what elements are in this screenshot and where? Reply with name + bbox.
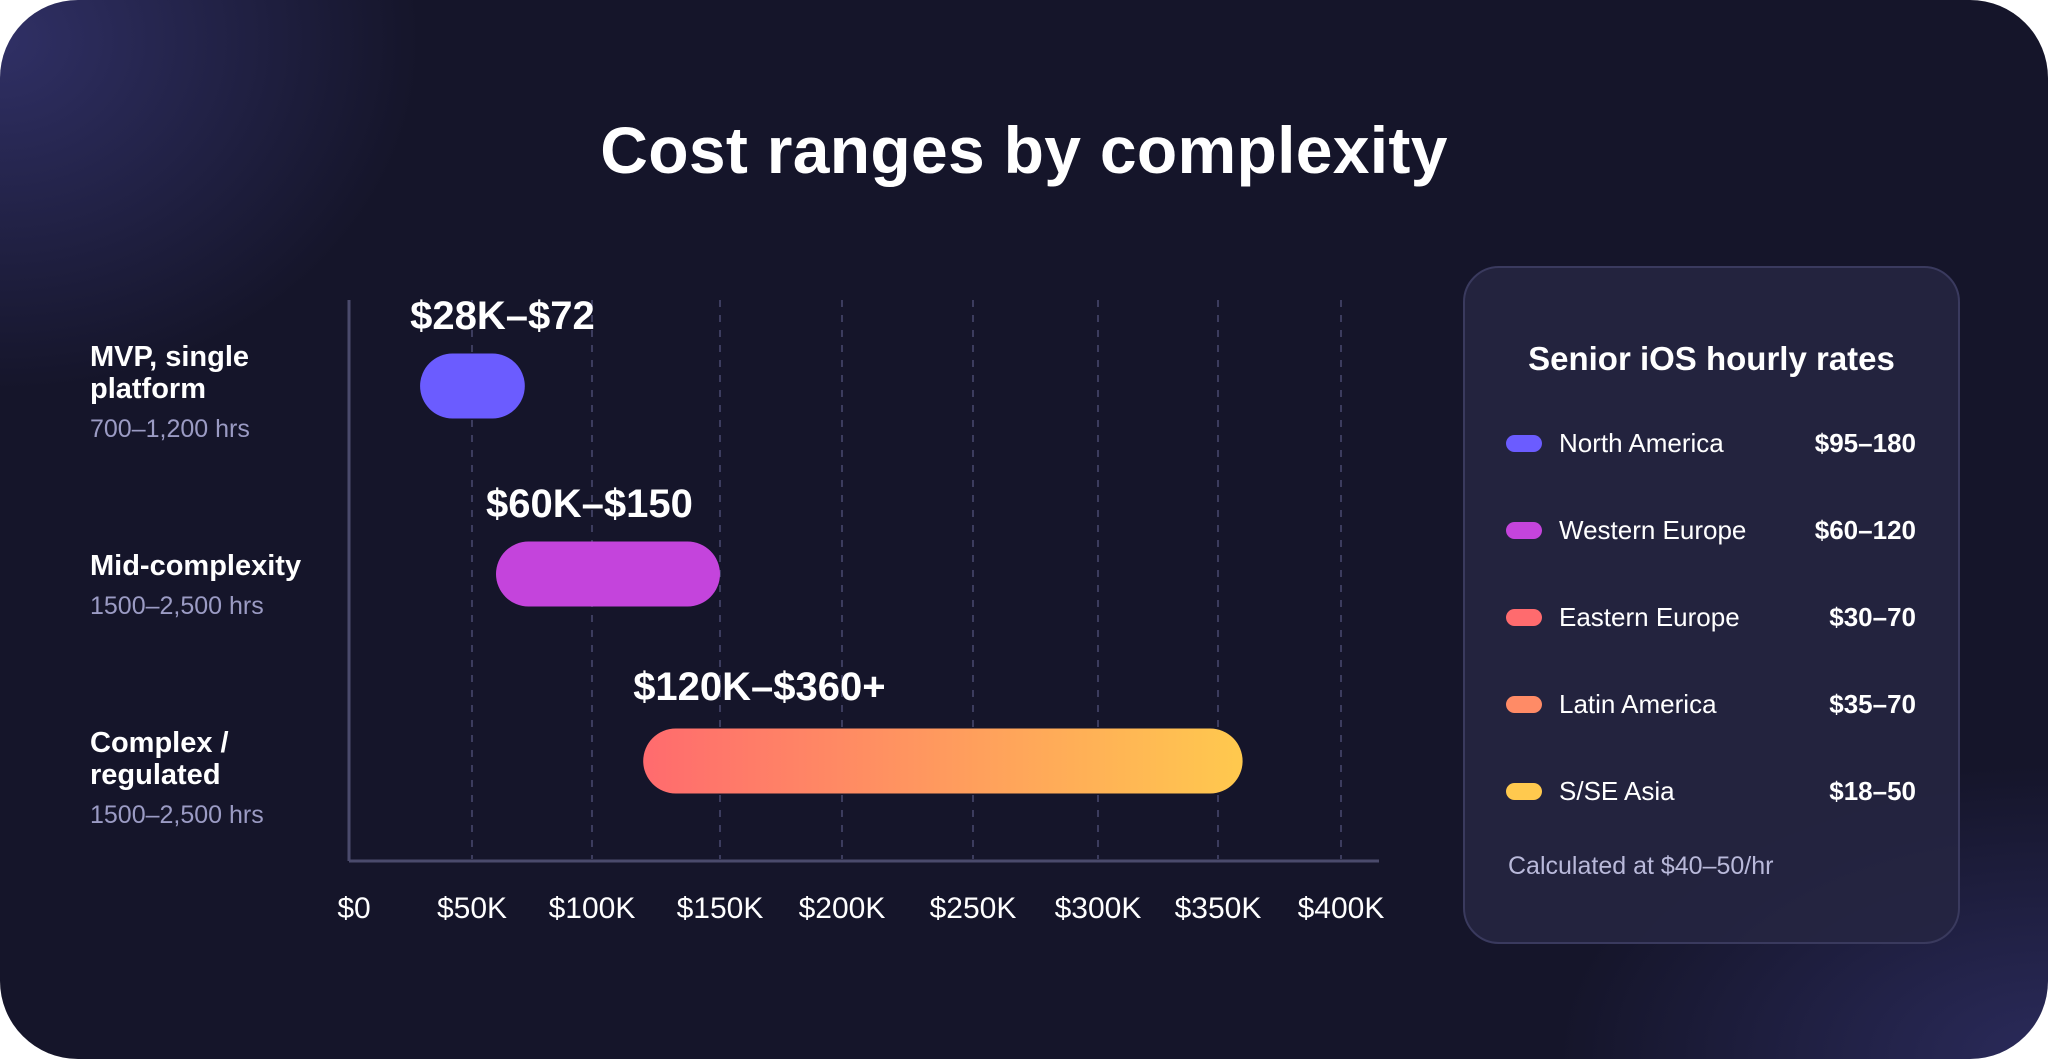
x-tick-label: $350K	[1175, 892, 1262, 925]
x-tick-label: $250K	[930, 892, 1017, 925]
panel-title: Senior iOS hourly rates	[1528, 340, 1895, 377]
region-label: Western Europe	[1559, 515, 1747, 545]
region-label: Latin America	[1559, 689, 1717, 719]
legend-swatch	[1506, 783, 1542, 800]
rate-row-sse-asia: S/SE Asia $18–50	[1506, 774, 1916, 808]
legend-swatch	[1506, 435, 1542, 452]
rate-row-latin-america: Latin America $35–70	[1506, 687, 1916, 721]
x-tick-label: $0	[337, 892, 370, 925]
rate-row-western-europe: Western Europe $60–120	[1506, 513, 1916, 547]
x-tick-label: $100K	[549, 892, 636, 925]
x-tick-label: $300K	[1055, 892, 1142, 925]
category-label-mvp: MVP, single platform 700–1,200 hrs	[90, 341, 360, 444]
range-label: $120K–$360+	[633, 665, 885, 709]
calculation-note: Calculated at $40–50/hr	[1508, 852, 1774, 880]
range-bar	[496, 541, 720, 607]
rate-value: $60–120	[1814, 515, 1916, 545]
category-hours: 1500–2,500 hrs	[90, 801, 264, 829]
hourly-rates-panel: Senior iOS hourly rates North America $9…	[1463, 266, 1960, 944]
legend-swatch	[1506, 696, 1542, 713]
rate-value: $35–70	[1829, 689, 1916, 719]
category-label-mid: Mid-complexity 1500–2,500 hrs	[90, 550, 360, 621]
rate-row-eastern-europe: Eastern Europe $30–70	[1506, 600, 1916, 634]
range-bar	[420, 353, 525, 419]
x-tick-label: $150K	[677, 892, 764, 925]
region-label: Eastern Europe	[1559, 602, 1740, 632]
category-label-complex: Complex / regulated 1500–2,500 hrs	[90, 727, 360, 830]
category-name: Complex / regulated	[90, 727, 229, 791]
category-hours: 1500–2,500 hrs	[90, 592, 264, 620]
legend-swatch	[1506, 609, 1542, 626]
legend-swatch	[1506, 522, 1542, 539]
x-tick-label: $400K	[1298, 892, 1385, 925]
rate-value: $18–50	[1829, 776, 1916, 806]
x-tick-label: $200K	[799, 892, 886, 925]
x-tick-label: $50K	[437, 892, 507, 925]
range-label: $28K–$72	[410, 294, 595, 338]
rate-value: $95–180	[1814, 428, 1916, 458]
rate-value: $30–70	[1829, 602, 1916, 632]
region-label: North America	[1559, 428, 1724, 458]
chart-title: Cost ranges by complexity	[600, 113, 1448, 187]
rate-row-north-america: North America $95–180	[1506, 426, 1916, 460]
region-label: S/SE Asia	[1559, 776, 1675, 806]
range-label: $60K–$150	[486, 482, 693, 526]
category-name: MVP, single platform	[90, 341, 250, 405]
category-name: Mid-complexity	[90, 550, 302, 582]
range-bar	[643, 728, 1243, 794]
category-hours: 700–1,200 hrs	[90, 415, 250, 443]
